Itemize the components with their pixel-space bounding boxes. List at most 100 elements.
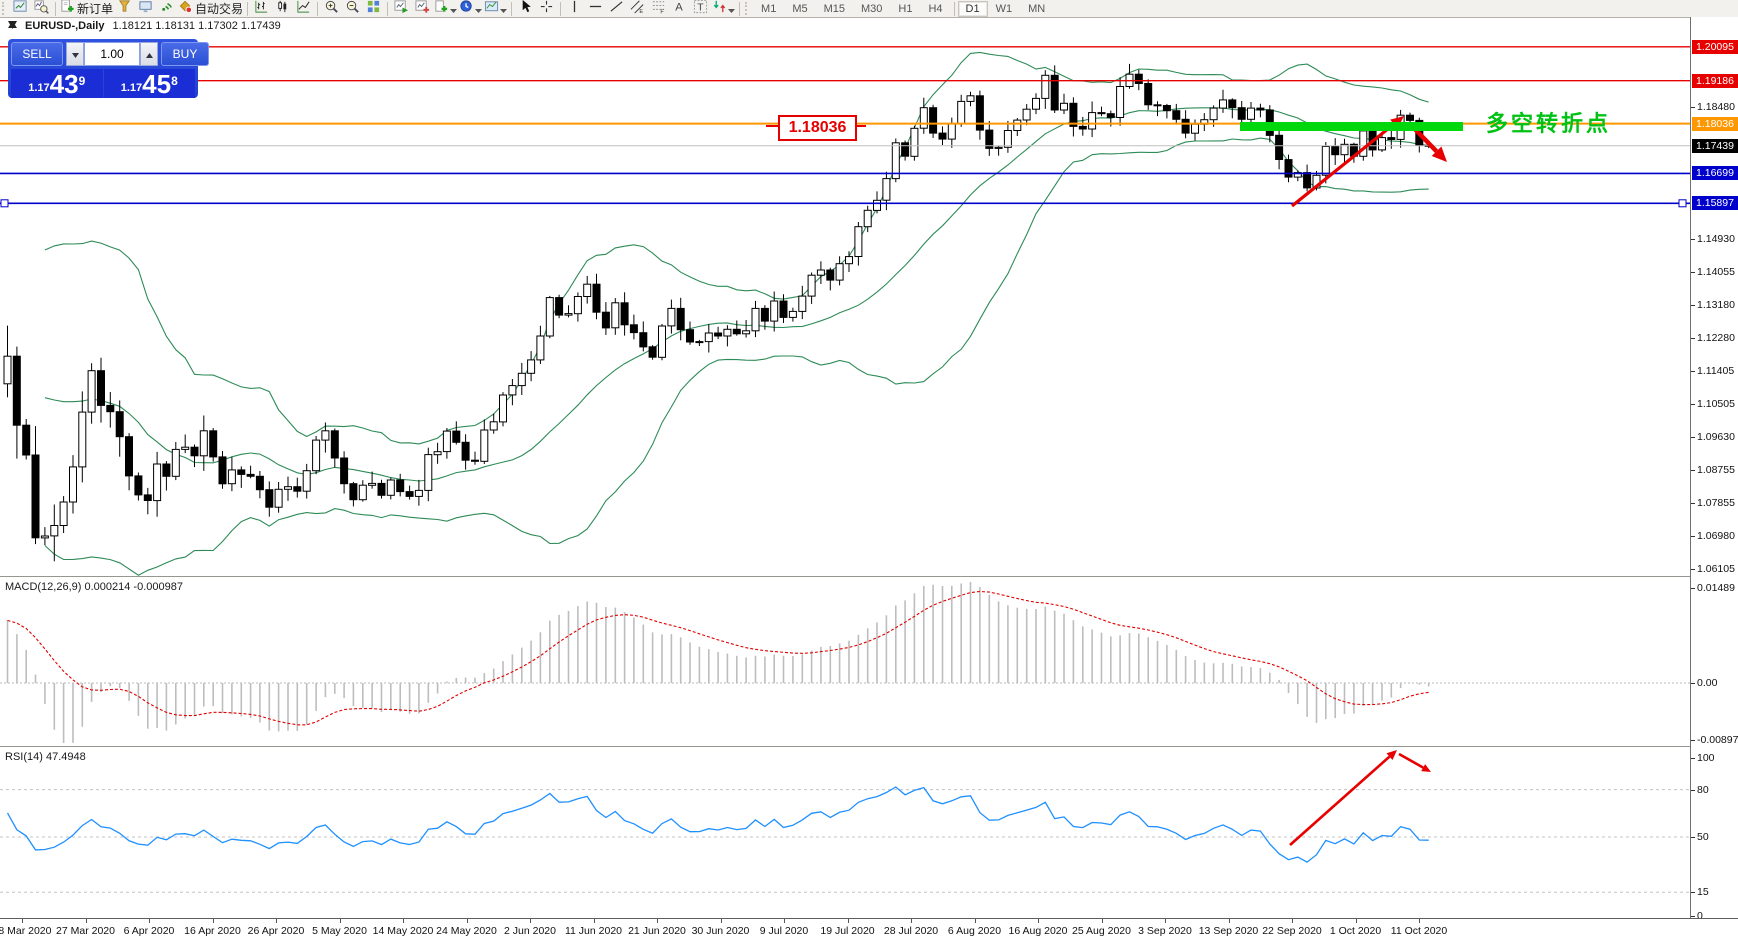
candlestick-chart-button[interactable]	[272, 0, 293, 17]
line-chart-button[interactable]	[293, 0, 314, 17]
rsi-line	[6, 786, 1429, 863]
toolbar-separator	[247, 1, 249, 16]
toolbar-separator	[387, 1, 389, 16]
sell-button[interactable]: SELL	[11, 42, 63, 66]
metaeditor-button[interactable]	[135, 0, 156, 17]
rsi-axis-label: 100	[1697, 752, 1715, 764]
toolbar-grip[interactable]	[745, 2, 750, 15]
timeframe-button-M1[interactable]: M1	[761, 2, 777, 15]
timeframe-button-H1[interactable]: H1	[898, 2, 913, 15]
bar-chart-button[interactable]	[251, 0, 272, 19]
fibonacci-button[interactable]: F	[648, 0, 669, 17]
buy-button[interactable]: BUY	[161, 42, 209, 66]
price-level-label: 1.19186	[1692, 73, 1738, 88]
text-label-button[interactable]: T	[690, 0, 711, 17]
pane-separator[interactable]	[0, 746, 1738, 749]
add-indicator-button[interactable]	[433, 0, 458, 17]
date-tick-label: 24 May 2020	[436, 925, 497, 937]
price-tick	[1691, 107, 1695, 108]
tile-windows-icon	[366, 0, 381, 19]
vertical-line-button[interactable]	[564, 0, 585, 17]
new-order-label: 新订单	[77, 2, 114, 16]
price-callout-box: 1.18036	[778, 115, 857, 141]
macd-axis-tick	[1691, 683, 1695, 684]
ohlc-bars-icon	[254, 0, 269, 19]
rsi-levels	[0, 789, 1690, 893]
price-tick-label: 1.09630	[1697, 431, 1735, 444]
date-tick	[85, 919, 87, 923]
macd-pane[interactable]	[0, 578, 1690, 751]
macd-axis-label: -0.008977	[1697, 734, 1738, 746]
date-tick	[720, 919, 722, 923]
autotrading-button[interactable]: 自动交易	[177, 0, 244, 17]
zoom-out-button[interactable]	[342, 0, 363, 17]
price-tick	[1691, 370, 1695, 372]
timeframe-button-M30[interactable]: M30	[861, 2, 883, 15]
chevron-down-icon	[728, 0, 736, 18]
timeframe-button-H4[interactable]: H4	[928, 2, 943, 15]
new-order-button[interactable]: 新订单	[59, 0, 114, 17]
trendline-button[interactable]	[606, 0, 627, 19]
rsi-axis-tick	[1691, 892, 1695, 894]
tick-chart-button[interactable]	[31, 0, 52, 17]
crosshair-button[interactable]	[536, 0, 557, 17]
date-tick-label: 18 Mar 2020	[0, 925, 52, 937]
pane-separator[interactable]	[0, 576, 1738, 579]
rsi-axis-label: 80	[1697, 783, 1709, 796]
timeframe-button-M5[interactable]: M5	[792, 2, 808, 15]
price-axis[interactable]: 1.18480 1.14930 1.14055 1.13180 1.12280 1.114…	[1690, 17, 1738, 918]
styler-button[interactable]	[114, 0, 135, 17]
date-tick	[339, 919, 341, 923]
date-tick-label: 16 Apr 2020	[184, 925, 241, 937]
rsi-axis-label: 15	[1697, 886, 1709, 899]
date-tick-label: 6 Aug 2020	[947, 925, 1002, 937]
buy-price[interactable]: 1.17 45 8	[103, 69, 195, 98]
timeframe-button-W1[interactable]: W1	[995, 2, 1013, 15]
volume-up-button[interactable]	[140, 42, 158, 66]
price-tick-label: 1.07855	[1697, 497, 1735, 510]
horizontal-line-button[interactable]	[585, 1, 606, 17]
channel-icon: E	[630, 0, 645, 19]
tile-windows-button[interactable]	[363, 0, 384, 19]
trendline-icon	[609, 0, 624, 19]
chart-plus-button[interactable]	[412, 0, 433, 17]
rsi-pane[interactable]	[0, 748, 1690, 923]
toolbar-grip[interactable]	[2, 2, 7, 15]
timeframe-button-D1[interactable]: D1	[957, 0, 988, 17]
zoom-in-button[interactable]	[321, 0, 342, 17]
date-tick-label: 5 May 2020	[312, 925, 367, 937]
date-tick-label: 25 Aug 2020	[1072, 925, 1131, 937]
date-tick-label: 21 Jun 2020	[628, 925, 686, 937]
timeframe-button-MN[interactable]: MN	[1028, 2, 1046, 15]
chart-ohlc-values: 1.18121 1.18131 1.17302 1.17439	[112, 20, 281, 32]
equidistant-channel-button[interactable]: E	[627, 0, 648, 19]
rsi-axis-label: 0	[1697, 910, 1703, 918]
price-chart-pane[interactable]	[0, 17, 1690, 581]
date-tick-label: 16 Aug 2020	[1008, 925, 1068, 937]
chevron-down-icon	[475, 0, 483, 18]
chart-arrow-button[interactable]	[391, 0, 412, 17]
arrows-button[interactable]	[711, 0, 736, 18]
date-axis[interactable]: 18 Mar 2020 27 Mar 2020 6 Apr 2020 16 Apr 2…	[0, 918, 1738, 945]
text-button[interactable]: A	[669, 1, 690, 17]
macd-histogram	[6, 582, 1430, 743]
volume-input[interactable]	[84, 42, 140, 66]
timeframe-button-M15[interactable]: M15	[823, 2, 845, 15]
cursor-button[interactable]	[515, 0, 536, 19]
price-tick	[1691, 404, 1695, 406]
svg-text:A: A	[675, 1, 683, 13]
date-tick-label: 22 Sep 2020	[1262, 925, 1322, 937]
signals-button[interactable]	[156, 1, 177, 17]
date-tick-label: 9 Jul 2020	[759, 925, 809, 937]
periods-button[interactable]	[458, 0, 483, 18]
cursor-icon	[518, 0, 533, 19]
volume-down-button[interactable]	[66, 42, 84, 66]
date-tick	[22, 919, 23, 923]
date-tick-label: 13 Sep 2020	[1198, 925, 1259, 937]
price-tick	[1691, 503, 1695, 505]
templates-button[interactable]	[483, 0, 508, 17]
new-chart-button[interactable]	[10, 0, 31, 17]
sell-price[interactable]: 1.17 43 9	[11, 69, 103, 98]
